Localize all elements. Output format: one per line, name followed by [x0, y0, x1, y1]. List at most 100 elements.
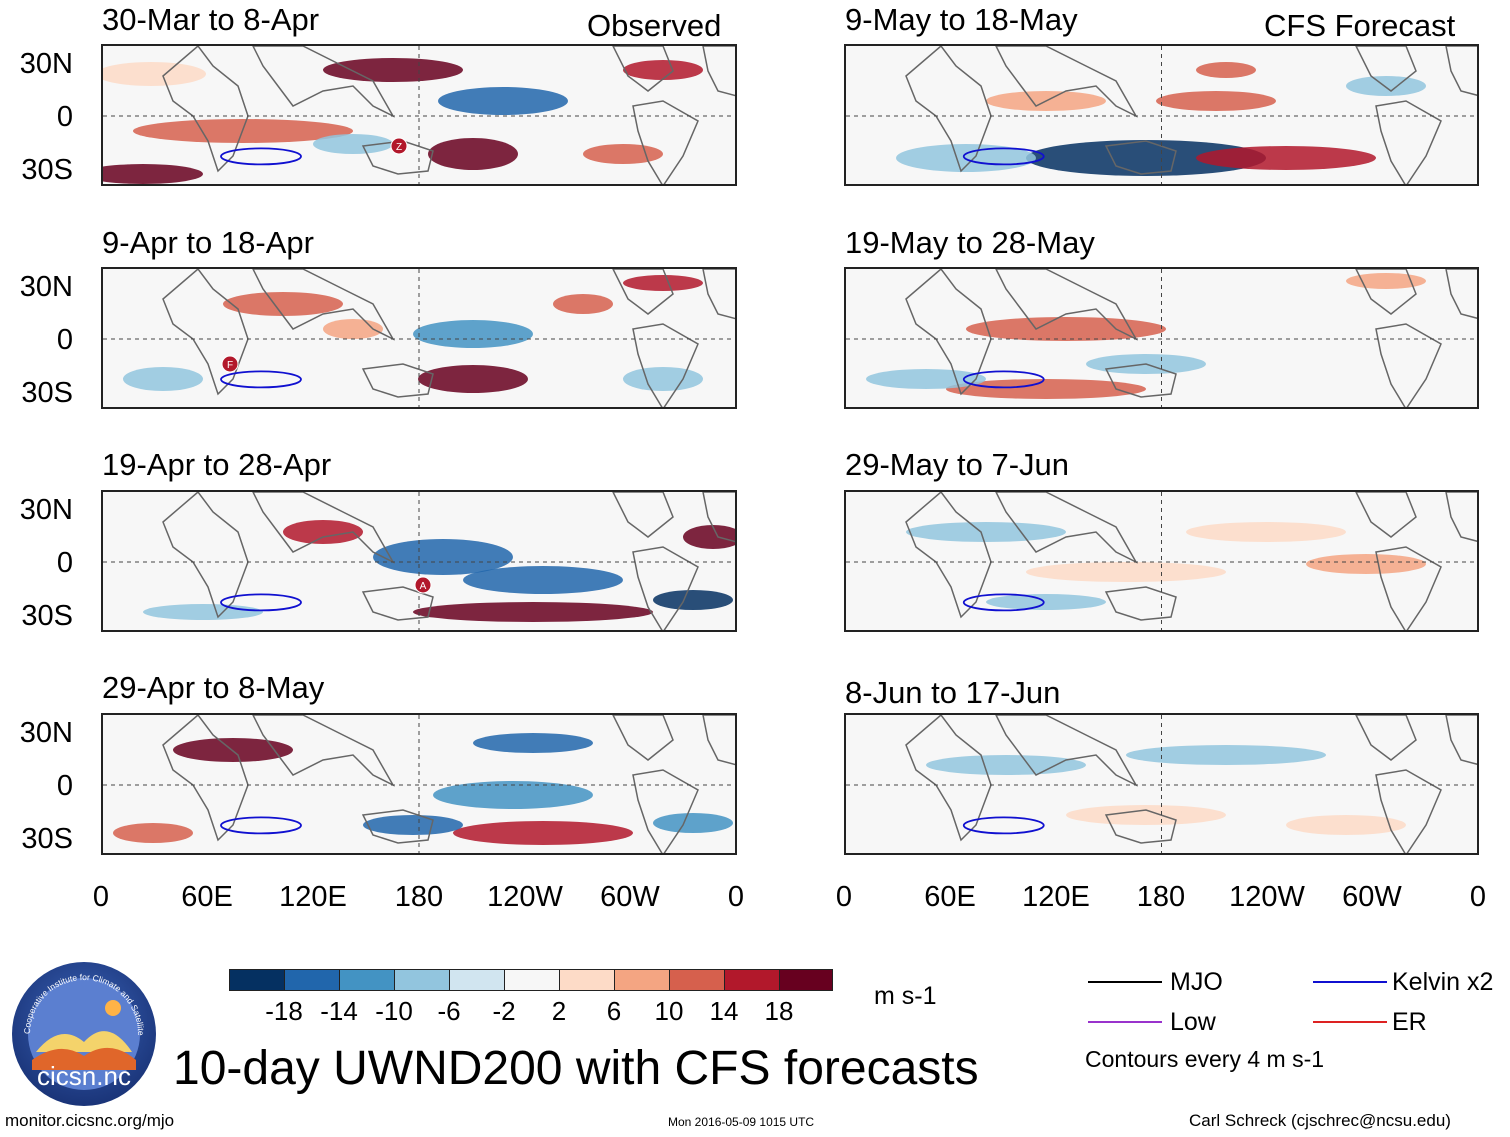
- kelvin-contour: [962, 816, 1045, 835]
- lat-label-0: 0: [56, 547, 73, 579]
- colorbar-box: [339, 969, 395, 991]
- kelvin-contour: [220, 816, 302, 835]
- coastline: [361, 586, 434, 621]
- coastline: [1104, 809, 1177, 844]
- coastline: [1445, 715, 1477, 765]
- lat-label-0: 0: [56, 324, 73, 356]
- anomaly-region: [413, 602, 653, 622]
- lat-label-30n: 30N: [19, 717, 73, 749]
- colorbar-units: m s-1: [874, 982, 937, 1010]
- lat-label-30n: 30N: [19, 494, 73, 526]
- anomaly-region: [1026, 562, 1226, 582]
- lon-label: 60E: [924, 881, 976, 913]
- panel-title: 29-Apr to 8-May: [102, 670, 325, 705]
- legend-line-kelvin: [1313, 981, 1387, 983]
- colorbar-tick: 2: [551, 996, 567, 1026]
- storm-marker: F: [221, 355, 239, 373]
- map-graphic: [846, 715, 1477, 853]
- colorbar-tick: -10: [375, 996, 413, 1026]
- anomaly-region: [103, 62, 206, 86]
- anomaly-region: [103, 164, 203, 184]
- coastline: [1445, 269, 1477, 319]
- anomaly-region: [433, 781, 593, 809]
- coastline: [1445, 46, 1477, 96]
- coastline: [995, 46, 1138, 118]
- cics-logo: Cooperative Institute for Climate and Sa…: [8, 952, 158, 1108]
- colorbar-box: [724, 969, 780, 991]
- anomaly-region: [1346, 273, 1426, 289]
- panel-title: 8-Jun to 17-Jun: [845, 675, 1061, 710]
- coastline: [252, 269, 395, 341]
- legend-line-er: [1313, 1021, 1387, 1023]
- anomaly-region: [1066, 805, 1226, 825]
- anomaly-region: [413, 320, 533, 348]
- footer-url: monitor.cicsnc.org/mjo: [5, 1111, 175, 1130]
- coastline: [1355, 269, 1417, 315]
- colorbar-tick: -14: [320, 996, 358, 1026]
- coastline: [632, 100, 699, 184]
- colorbar-box: [449, 969, 505, 991]
- colorbar: [229, 969, 833, 993]
- anomaly-region: [1306, 554, 1426, 574]
- coastline: [905, 715, 992, 842]
- coastline: [612, 492, 674, 538]
- colorbar-tick: 14: [709, 996, 739, 1026]
- coastline: [995, 492, 1138, 564]
- coastline: [905, 46, 992, 173]
- map-graphic: F: [103, 269, 735, 407]
- storm-marker-dot: [390, 137, 408, 155]
- lon-label: 120W: [1229, 881, 1305, 913]
- anomaly-region: [986, 594, 1106, 610]
- lat-label-30s: 30S: [21, 377, 73, 409]
- anomaly-region: [583, 144, 663, 164]
- kelvin-contour: [962, 370, 1045, 389]
- anomaly-region: [866, 369, 986, 389]
- anomaly-region: [323, 58, 463, 82]
- footer-author: Carl Schreck (cjschrec@ncsu.edu): [1189, 1111, 1451, 1130]
- map-panel: Z: [101, 44, 737, 186]
- coastline: [162, 492, 249, 619]
- legend-line-mjo: [1088, 981, 1162, 983]
- colorbar-box: [614, 969, 670, 991]
- kelvin-contour: [220, 147, 302, 166]
- anomaly-region: [926, 755, 1086, 775]
- lon-label: 120W: [487, 881, 563, 913]
- coastline: [1104, 586, 1177, 621]
- anomaly-region: [1286, 815, 1406, 835]
- storm-label: Z: [396, 142, 402, 153]
- colorbar-tick: 18: [764, 996, 794, 1026]
- anomaly-region: [453, 821, 633, 845]
- panel-title: 19-Apr to 28-Apr: [102, 447, 332, 482]
- anomaly-region: [653, 590, 733, 610]
- coastline: [612, 46, 674, 92]
- coastline: [1445, 492, 1477, 542]
- coastline: [702, 46, 735, 97]
- map-panel: [844, 713, 1479, 855]
- anomaly-region: [223, 292, 343, 316]
- map-graphic: [103, 715, 735, 853]
- lat-label-0: 0: [56, 101, 73, 133]
- anomaly-region: [1126, 745, 1326, 765]
- storm-marker: Z: [390, 137, 408, 155]
- coastline: [632, 546, 699, 630]
- map-graphic: [846, 269, 1477, 407]
- coastline: [1104, 363, 1177, 398]
- storm-marker: A: [414, 576, 432, 594]
- lat-label-30s: 30S: [21, 154, 73, 186]
- lon-label: 0: [835, 881, 853, 913]
- storm-marker-dot: [221, 355, 239, 373]
- coastline: [995, 269, 1138, 341]
- coastline: [1355, 715, 1417, 761]
- lat-label-30n: 30N: [19, 271, 73, 303]
- coastline: [1355, 492, 1417, 538]
- anomaly-region: [623, 367, 703, 391]
- lon-label: 0: [727, 881, 745, 913]
- coastline: [252, 492, 395, 564]
- colorbar-box: [779, 969, 833, 991]
- colorbar-box: [559, 969, 615, 991]
- anomaly-region: [373, 539, 513, 575]
- map-graphic: A: [103, 492, 735, 630]
- anomaly-region: [623, 275, 703, 291]
- anomaly-region: [623, 60, 703, 80]
- anomaly-region: [1196, 62, 1256, 78]
